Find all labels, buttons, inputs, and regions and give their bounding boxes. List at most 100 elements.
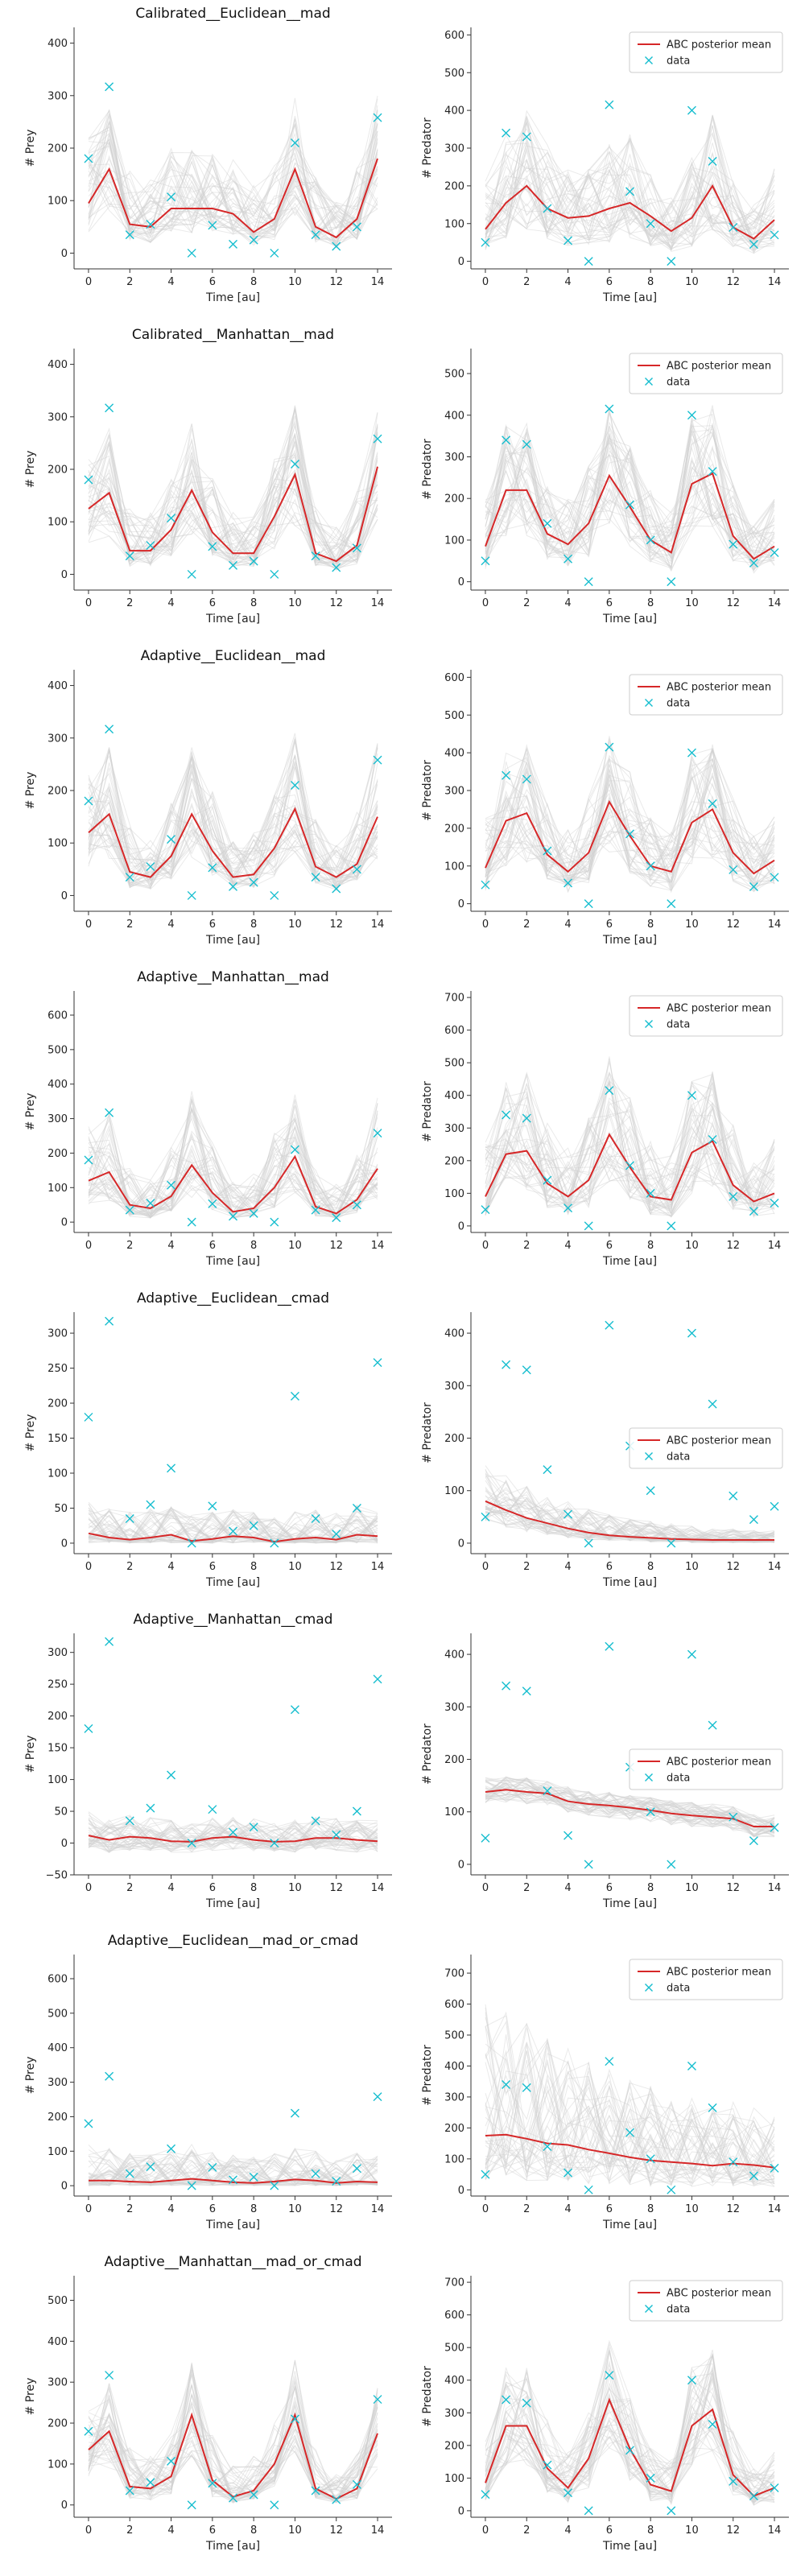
sample-trajectory — [485, 418, 775, 571]
sample-trajectory — [88, 1822, 378, 1852]
sample-trajectory — [88, 1119, 378, 1220]
y-tick-label: 100 — [444, 1806, 464, 1818]
sample-trajectory — [88, 1100, 378, 1217]
sample-trajectory — [485, 408, 775, 570]
data-points — [481, 2057, 779, 2194]
sample-trajectory — [485, 758, 775, 893]
sample-trajectory — [88, 1818, 378, 1851]
sample-trajectory — [88, 766, 378, 892]
data-point — [770, 873, 779, 882]
sample-trajectory — [88, 1821, 378, 1853]
x-tick-label: 12 — [726, 1240, 740, 1252]
data-point — [270, 1538, 279, 1548]
sample-trajectory — [88, 2362, 378, 2500]
data-points — [84, 2071, 382, 2190]
data-point — [646, 535, 655, 545]
y-axis-label: # Predator — [421, 439, 434, 500]
sample-trajectory — [485, 1777, 775, 1831]
y-tick-label: 700 — [444, 2277, 464, 2289]
sample-trajectory — [485, 753, 775, 886]
sample-trajectory — [88, 2153, 378, 2186]
sample-trajectory — [88, 762, 378, 888]
sample-trajectory — [485, 173, 775, 243]
data-point-stroke — [708, 799, 717, 808]
sample-trajectory — [88, 1817, 378, 1853]
data-point — [208, 1199, 217, 1208]
data-point — [729, 865, 738, 874]
sample-trajectory — [485, 2061, 775, 2183]
data-point — [332, 1830, 341, 1839]
data-point — [125, 2486, 134, 2496]
x-tick-label: 4 — [564, 2524, 571, 2537]
data-point-stroke — [564, 1509, 573, 1519]
sample-trajectory — [485, 2379, 775, 2500]
sample-trajectory — [485, 1787, 775, 1828]
sample-trajectory — [88, 1146, 378, 1216]
sample-trajectory — [485, 764, 775, 882]
y-tick-label: 300 — [444, 2091, 464, 2103]
subplot-3-prey: 0 2 4 6 8 10 12 14 0 100 200 300 400 Time [au] # Prey A… — [24, 648, 392, 947]
sample-trajectory — [88, 130, 378, 238]
sample-trajectory — [485, 2392, 775, 2501]
sample-trajectory — [88, 122, 378, 240]
data-point — [167, 835, 176, 844]
sample-trajectory — [88, 412, 378, 569]
sample-trajectory — [485, 1776, 775, 1825]
sample-trajectory — [88, 109, 378, 235]
data-point-stroke — [84, 1155, 93, 1165]
data-point — [229, 2175, 237, 2185]
sample-trajectory — [485, 2355, 775, 2503]
sample-trajectory — [485, 770, 775, 885]
data-point — [481, 556, 490, 566]
sample-trajectory — [88, 1110, 378, 1216]
sample-trajectory — [485, 750, 775, 884]
x-tick-label: 6 — [606, 1882, 613, 1894]
sample-trajectory — [88, 1126, 378, 1217]
data-point-stroke — [105, 1637, 114, 1646]
sample-trajectory — [88, 1509, 378, 1544]
data-point — [290, 1145, 299, 1154]
sample-trajectory — [88, 1098, 378, 1218]
sample-trajectory — [485, 478, 775, 566]
data-point — [522, 440, 531, 449]
sample-trajectory — [88, 1812, 378, 1852]
sample-trajectory — [485, 426, 775, 568]
x-tick-label: 8 — [647, 2524, 654, 2537]
sample-trajectory — [485, 2091, 775, 2186]
data-point — [146, 1500, 155, 1509]
legend-frame — [629, 1959, 783, 2000]
y-tick-label: 400 — [444, 2375, 464, 2387]
sample-trajectory — [88, 2153, 378, 2186]
sample-trajectory — [88, 440, 378, 566]
data-point-stroke — [522, 132, 531, 142]
sample-trajectory — [88, 795, 378, 890]
subplot-2-prey: 0 2 4 6 8 10 12 14 0 100 200 300 400 Time [au] # Prey C… — [24, 327, 392, 625]
posterior-samples — [485, 2339, 775, 2506]
data-point-stroke — [352, 222, 361, 232]
subplot-8-prey: 0 2 4 6 8 10 12 14 0 100 200 300 400 500 Time [au] # Pr… — [24, 2254, 392, 2553]
data-point-stroke — [605, 2371, 614, 2380]
sample-trajectory — [485, 114, 775, 246]
sample-trajectory — [485, 1777, 775, 1831]
data-point-stroke — [84, 475, 93, 485]
data-point — [605, 1641, 614, 1651]
x-tick-label: 4 — [167, 1882, 174, 1894]
data-point — [708, 1134, 717, 1144]
sample-trajectory — [88, 2389, 378, 2499]
data-points — [84, 2371, 382, 2510]
x-tick-label: 4 — [564, 919, 571, 931]
data-point-stroke — [687, 1091, 696, 1100]
sample-trajectory — [485, 2382, 775, 2500]
data-point-stroke — [687, 1649, 696, 1659]
data-point — [208, 542, 217, 551]
data-point — [729, 1812, 738, 1822]
sample-trajectory — [485, 1779, 775, 1834]
sample-trajectory — [88, 1507, 378, 1544]
sample-trajectory — [485, 2354, 775, 2497]
sample-trajectory — [485, 2070, 775, 2187]
data-point — [667, 2185, 676, 2194]
sample-trajectory — [88, 423, 378, 567]
x-tick-label: 10 — [685, 1240, 699, 1252]
data-point — [522, 1113, 531, 1123]
y-tick-label: 0 — [61, 890, 68, 902]
